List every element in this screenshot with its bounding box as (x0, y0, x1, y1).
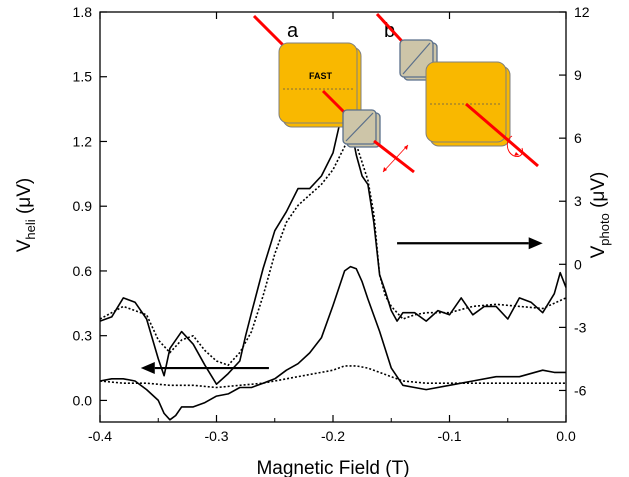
fast-axis-label: FAST (309, 71, 333, 81)
y-left-tick-label: 1.8 (73, 4, 93, 20)
y-right-sub: photo (597, 213, 612, 246)
series-right-solid-line (100, 111, 566, 384)
arrow-right-head (529, 237, 543, 249)
x-tick-label: -0.4 (88, 428, 112, 444)
x-tick-label: -0.2 (321, 428, 345, 444)
y-left-tick-label: 0.9 (73, 198, 93, 214)
y-left-tick-label: 0.0 (73, 392, 93, 408)
y-right-main: V (588, 245, 609, 258)
y-left-tick-label: 1.2 (73, 133, 93, 149)
data-curves (100, 111, 566, 420)
series-left-solid-line (100, 267, 566, 420)
x-tick-label: 0.0 (556, 428, 576, 444)
y-left-main: V (14, 239, 35, 252)
inset-schematic: a FAST b (254, 14, 538, 172)
y-axis-right-title: Vphoto (μV) (588, 172, 612, 259)
y-right-tick-label: 6 (574, 130, 582, 146)
x-tick-label: -0.1 (437, 428, 461, 444)
y-left-unit: (μV) (14, 178, 35, 220)
y-left-tick-label: 0.6 (73, 263, 93, 279)
y-right-tick-label: -6 (574, 382, 587, 398)
circular-polarization-arrowhead-b (514, 152, 519, 156)
y-right-tick-label: -3 (574, 319, 587, 335)
series-right-dotted-line (100, 134, 566, 365)
y-right-tick-label: 3 (574, 193, 582, 209)
inset-label-a: a (287, 20, 299, 42)
y-right-tick-label: 9 (574, 67, 582, 83)
y-right-tick-label: 12 (574, 4, 590, 20)
x-tick-label: -0.3 (204, 428, 228, 444)
inset-panel-b: b (377, 14, 538, 166)
y-right-tick-label: 0 (574, 256, 582, 272)
y-left-sub: heli (23, 219, 38, 239)
y-left-tick-label: 0.3 (73, 328, 93, 344)
beam-out-a (374, 141, 414, 172)
x-axis-title: Magnetic Field (T) (256, 458, 409, 477)
y-right-unit: (μV) (588, 172, 609, 214)
y-left-tick-label: 1.5 (73, 69, 93, 85)
arrow-left-head (141, 362, 155, 374)
y-axis-left-title: Vheli (μV) (14, 178, 38, 253)
